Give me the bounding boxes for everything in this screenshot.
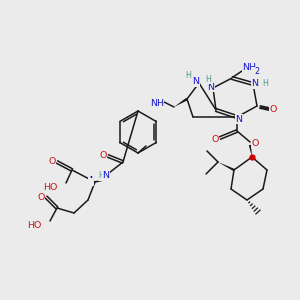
Text: H: H xyxy=(98,172,104,181)
Polygon shape xyxy=(174,98,188,107)
Text: ·: · xyxy=(88,170,93,185)
Text: O: O xyxy=(211,134,219,143)
Text: 2: 2 xyxy=(254,68,260,76)
Text: HO: HO xyxy=(43,182,57,191)
Text: H: H xyxy=(185,70,191,80)
Text: HO: HO xyxy=(27,220,41,230)
Text: N: N xyxy=(236,115,242,124)
Text: N: N xyxy=(208,82,214,91)
Text: O: O xyxy=(269,106,277,115)
Text: O: O xyxy=(99,152,107,160)
Text: O: O xyxy=(37,193,45,202)
Polygon shape xyxy=(249,145,252,157)
Text: O: O xyxy=(251,140,259,148)
Text: H: H xyxy=(262,80,268,88)
Text: N: N xyxy=(103,172,110,181)
Text: N: N xyxy=(193,77,200,86)
Text: N: N xyxy=(251,80,259,88)
Text: O: O xyxy=(48,158,56,166)
Polygon shape xyxy=(218,162,235,171)
Text: H: H xyxy=(205,74,211,83)
Text: NH: NH xyxy=(150,98,164,107)
Text: NH: NH xyxy=(242,64,256,73)
